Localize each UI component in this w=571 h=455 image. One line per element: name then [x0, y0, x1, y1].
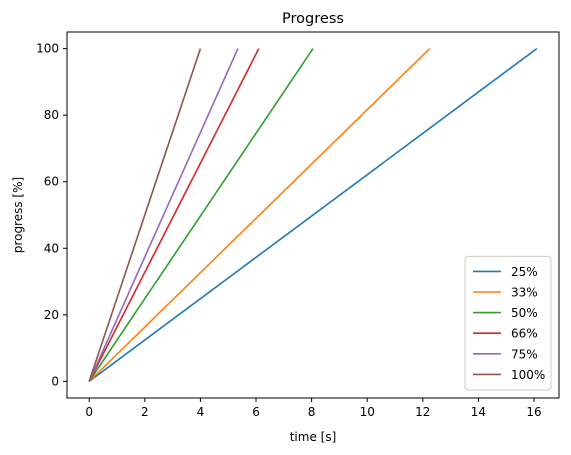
y-tick-label: 40 — [44, 241, 59, 255]
x-axis-label: time [s] — [290, 430, 337, 444]
y-tick-label: 60 — [44, 175, 59, 189]
series-line-0 — [88, 47, 538, 383]
x-tick-label: 10 — [360, 405, 375, 419]
series-line-1 — [88, 48, 431, 382]
legend-label: 75% — [511, 347, 538, 361]
y-axis: 0 20 40 60 80 100 — [36, 42, 67, 388]
series-line-4 — [88, 48, 239, 382]
legend-label: 33% — [511, 286, 538, 300]
series-line-5 — [88, 48, 202, 382]
series-line-3 — [88, 48, 260, 382]
legend: 25% 33% 50% 66% 75% 100% — [464, 255, 552, 391]
legend-label: 50% — [511, 306, 538, 320]
y-tick-label: 100 — [36, 42, 59, 56]
series-line-2 — [88, 48, 314, 382]
legend-label: 25% — [511, 265, 538, 279]
legend-label: 66% — [511, 327, 538, 341]
x-tick-label: 6 — [252, 405, 260, 419]
y-tick-label: 20 — [44, 308, 59, 322]
x-tick-label: 0 — [85, 405, 93, 419]
legend-label: 100% — [511, 368, 545, 382]
y-tick-label: 0 — [51, 374, 59, 388]
plot-area — [88, 47, 538, 383]
x-tick-label: 14 — [471, 405, 486, 419]
x-tick-label: 2 — [141, 405, 149, 419]
x-axis: 0 2 4 6 8 10 12 14 16 — [85, 398, 542, 419]
y-axis-label: progress [%] — [11, 177, 25, 253]
legend-box — [464, 255, 552, 391]
x-tick-label: 16 — [526, 405, 541, 419]
y-tick-label: 80 — [44, 108, 59, 122]
plot-frame — [66, 31, 560, 399]
x-tick-label: 4 — [197, 405, 205, 419]
x-tick-label: 8 — [308, 405, 316, 419]
x-tick-label: 12 — [415, 405, 430, 419]
chart-title: Progress — [282, 11, 344, 27]
